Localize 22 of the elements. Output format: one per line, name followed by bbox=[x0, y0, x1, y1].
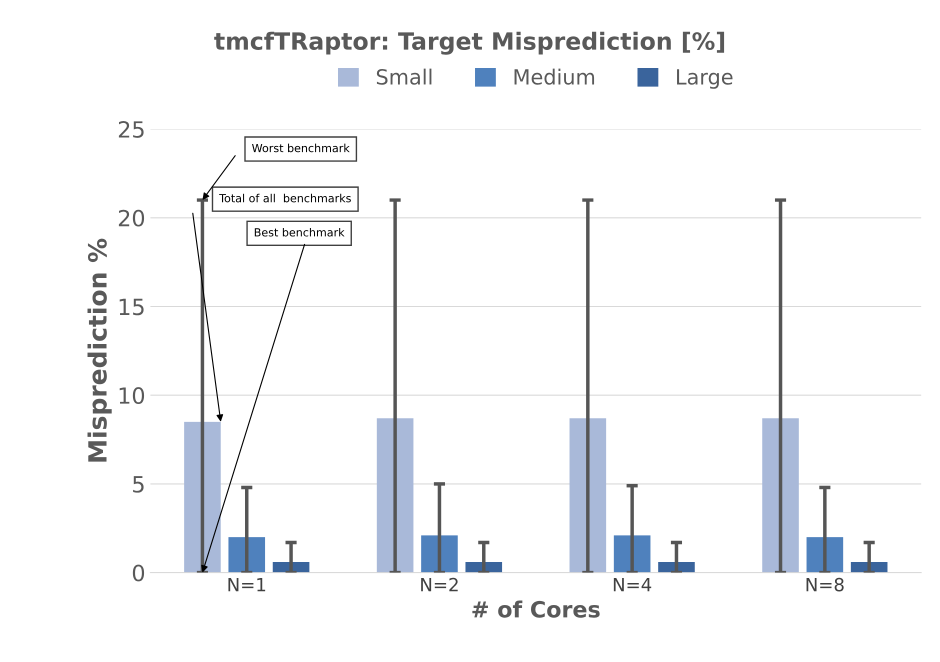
y-tick-label: 15 bbox=[120, 298, 144, 316]
legend-label: Small bbox=[376, 68, 432, 85]
bar bbox=[762, 418, 799, 573]
y-tick-label: 5 bbox=[133, 476, 144, 493]
x-axis-title: # of Cores bbox=[472, 600, 600, 618]
y-tick-label: 10 bbox=[120, 387, 144, 404]
annotation: Total of all benchmarks bbox=[219, 194, 351, 202]
bar bbox=[376, 418, 414, 573]
annotation: Worst benchmark bbox=[252, 144, 350, 152]
y-axis-title: Misprediction % bbox=[88, 238, 112, 462]
bar bbox=[570, 418, 606, 573]
y-tick-label: 25 bbox=[118, 121, 144, 138]
x-tick-label: N=8 bbox=[806, 578, 844, 592]
y-tick-label: 20 bbox=[118, 210, 144, 227]
annotation: Best benchmark bbox=[254, 228, 345, 237]
legend-label: Large bbox=[677, 69, 732, 89]
chart-title: tmcfTRaptor: Target Misprediction [%] bbox=[214, 32, 724, 55]
x-tick-label: N=4 bbox=[614, 578, 652, 592]
x-tick-label: N=1 bbox=[228, 578, 266, 592]
x-tick-label: N=2 bbox=[421, 578, 458, 592]
legend-label: Medium bbox=[514, 68, 594, 85]
y-tick-label: 0 bbox=[132, 564, 144, 582]
